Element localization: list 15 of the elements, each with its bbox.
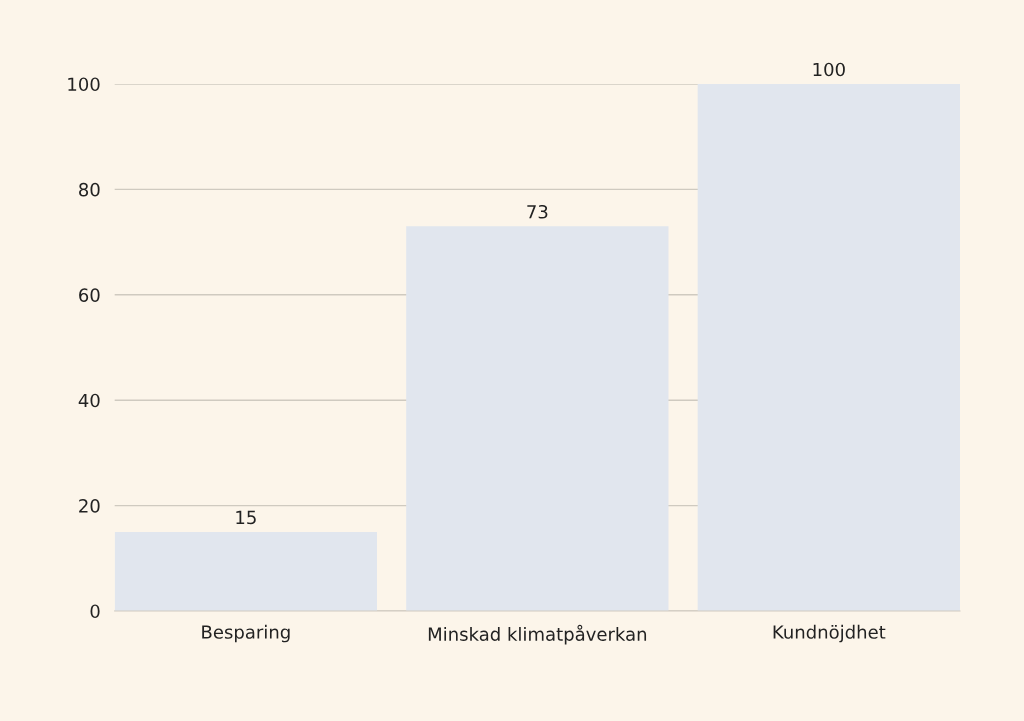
x-tick-label: Minskad klimatpåverkan <box>428 624 647 645</box>
y-tick-label: 40 <box>78 393 100 408</box>
x-tick-label: Besparing <box>202 624 290 643</box>
data-label: 15 <box>236 510 256 525</box>
y-tick-label: 20 <box>79 499 100 513</box>
y-tick-label: 80 <box>79 182 100 197</box>
data-label: 100 <box>813 62 845 77</box>
y-tick-label: 60 <box>79 288 100 302</box>
bar <box>114 531 378 611</box>
bar <box>697 84 960 611</box>
x-tick-label: Kundnöjdhet <box>773 624 886 643</box>
data-label: 73 <box>527 204 548 219</box>
y-tick-label: 0 <box>90 604 100 619</box>
bar <box>406 226 669 611</box>
y-tick-label: 100 <box>68 77 100 92</box>
